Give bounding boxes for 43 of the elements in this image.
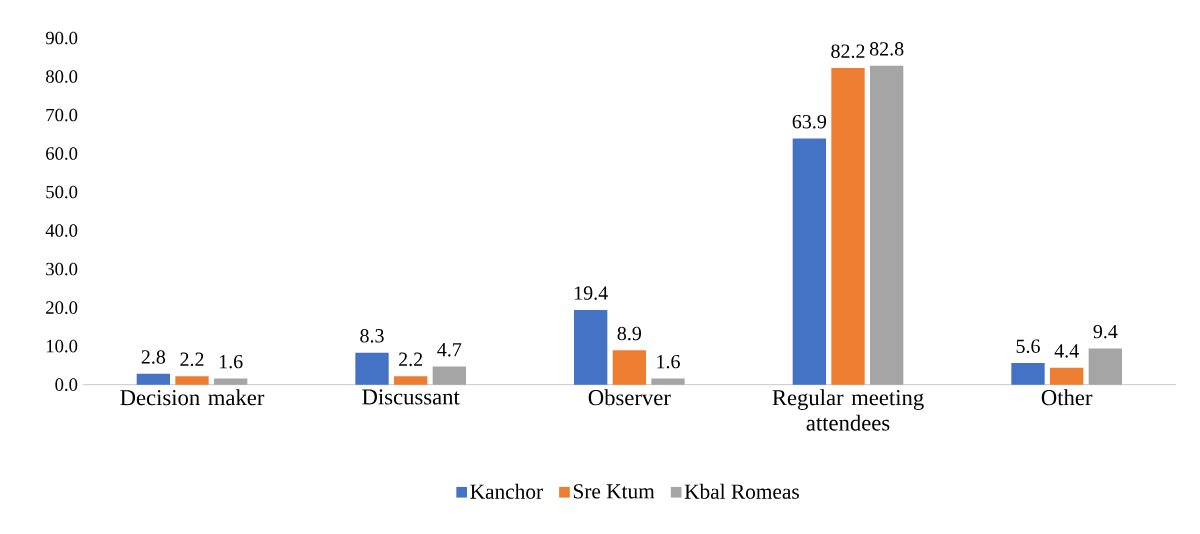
- data-label: 82.2: [831, 44, 865, 59]
- y-tick-label: 10.0: [46, 339, 78, 353]
- y-tick-label: 80.0: [46, 70, 78, 83]
- data-label: 82.8: [869, 42, 904, 56]
- x-tick-label: Discussant: [362, 389, 460, 405]
- data-label: 2.2: [399, 352, 423, 367]
- x-tick-label: Regular meeting attendees: [772, 389, 924, 431]
- data-label: 1.6: [657, 354, 680, 369]
- data-label: 4.7: [437, 343, 462, 357]
- bar: [1050, 367, 1084, 385]
- x-tick-label: Observer: [588, 389, 671, 406]
- data-label: 4.4: [1054, 344, 1079, 358]
- y-tick-label: 70.0: [46, 108, 78, 122]
- data-label: 8.3: [360, 329, 384, 343]
- x-tick-label: Decision maker: [120, 389, 265, 406]
- y-tick-label: 30.0: [46, 262, 78, 276]
- x-tick-label: Other: [1041, 389, 1093, 406]
- y-tick-label: 40.0: [45, 224, 78, 237]
- data-label: 63.9: [792, 114, 827, 129]
- data-label: 19.4: [574, 286, 608, 300]
- y-tick-label: 50.0: [46, 185, 78, 199]
- y-tick-label: 0.0: [55, 378, 78, 391]
- bar: [175, 376, 209, 385]
- y-tick-label: 90.0: [45, 31, 78, 45]
- data-label: 2.2: [180, 352, 204, 367]
- y-tick-label: 60.0: [46, 147, 78, 160]
- bar: [574, 309, 608, 385]
- y-tick-label: 20.0: [46, 301, 78, 314]
- data-label: 8.9: [617, 326, 642, 341]
- data-label: 5.6: [1016, 339, 1040, 354]
- bar: [355, 352, 389, 385]
- bar: [792, 138, 826, 385]
- legend-label: Kanchor: [470, 483, 543, 499]
- data-label: 1.6: [219, 354, 243, 369]
- data-label: 2.8: [141, 350, 166, 364]
- bar: [394, 376, 428, 385]
- bar: [1011, 363, 1045, 385]
- legend-label: Kbal Romeas: [684, 483, 799, 499]
- bar: [136, 373, 171, 385]
- legend-label: Sre Ktum: [573, 484, 655, 499]
- bar: [612, 350, 646, 385]
- bar: [831, 68, 865, 385]
- data-label: 9.4: [1093, 324, 1118, 339]
